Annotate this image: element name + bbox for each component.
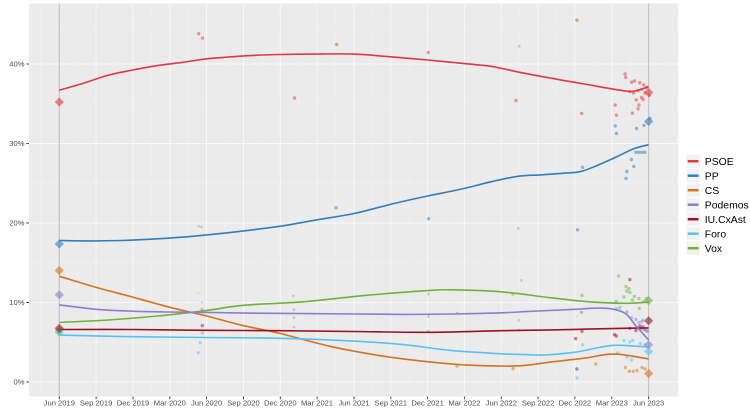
- svg-text:Dec 2022: Dec 2022: [559, 399, 592, 408]
- svg-text:Jun 2022: Jun 2022: [486, 399, 517, 408]
- svg-text:Mar 2021: Mar 2021: [301, 399, 333, 408]
- svg-text:Sep 2019: Sep 2019: [80, 399, 113, 408]
- svg-text:Mar 2023: Mar 2023: [596, 399, 628, 408]
- svg-text:Jun 2023: Jun 2023: [633, 399, 664, 408]
- svg-text:IU.CxAst: IU.CxAst: [705, 215, 746, 226]
- svg-text:Jun 2020: Jun 2020: [191, 399, 222, 408]
- svg-text:10%: 10%: [9, 298, 24, 307]
- svg-text:Podemos: Podemos: [705, 200, 749, 211]
- svg-text:40%: 40%: [9, 59, 24, 68]
- svg-text:Dec 2020: Dec 2020: [264, 399, 297, 408]
- svg-text:Mar 2020: Mar 2020: [154, 399, 186, 408]
- svg-text:Mar 2022: Mar 2022: [448, 399, 480, 408]
- svg-text:Dec 2021: Dec 2021: [411, 399, 444, 408]
- svg-text:Foro: Foro: [705, 229, 727, 240]
- svg-text:PP: PP: [705, 171, 719, 182]
- svg-text:20%: 20%: [9, 218, 24, 227]
- svg-text:Sep 2022: Sep 2022: [522, 399, 555, 408]
- svg-text:PSOE: PSOE: [705, 157, 734, 168]
- svg-text:Sep 2020: Sep 2020: [227, 399, 260, 408]
- svg-text:CS: CS: [705, 186, 720, 197]
- svg-text:30%: 30%: [9, 139, 24, 148]
- svg-text:Jun 2019: Jun 2019: [44, 399, 75, 408]
- svg-text:Jun 2021: Jun 2021: [338, 399, 369, 408]
- svg-text:0%: 0%: [14, 377, 25, 386]
- svg-text:Sep 2021: Sep 2021: [375, 399, 408, 408]
- svg-text:Dec 2019: Dec 2019: [117, 399, 150, 408]
- svg-text:Vox: Vox: [705, 244, 723, 255]
